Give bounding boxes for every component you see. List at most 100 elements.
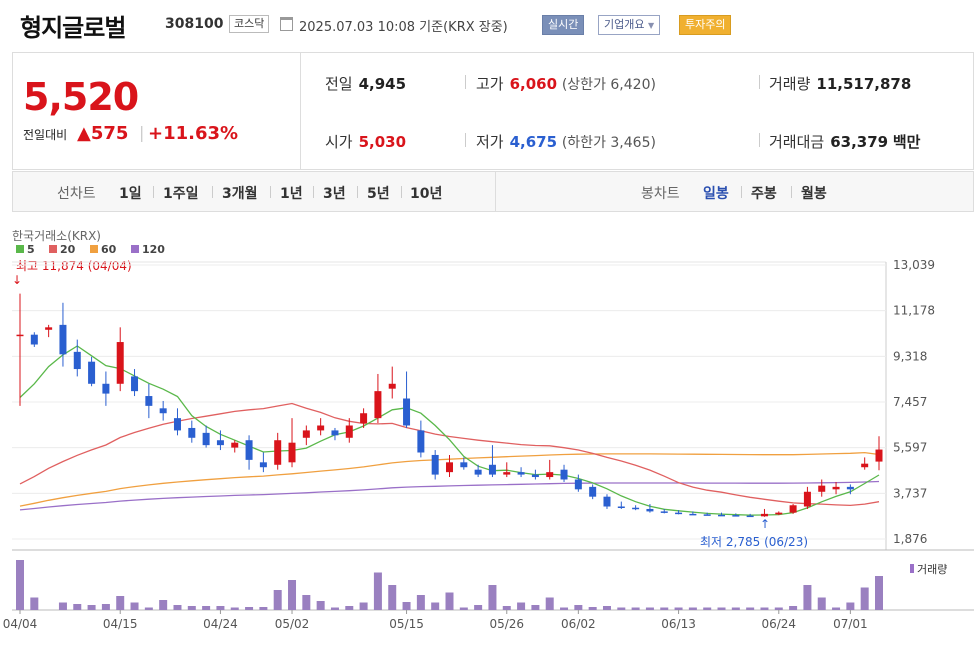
date-axis: 04/04 04/15 04/24 05/02 05/15 05/26 06/02 06/13… xyxy=(3,610,868,631)
candle-body xyxy=(188,427,196,438)
company-overview-dropdown[interactable]: 기업개요 ▼ xyxy=(598,15,661,35)
candle-chart-label: 봉차트 xyxy=(641,186,680,202)
ma20-line xyxy=(19,402,880,507)
price-tick: 9,318 xyxy=(893,349,927,363)
period-weekly[interactable]: 주봉 xyxy=(751,186,777,202)
high-annotation: 최고 11,874 (04/04) xyxy=(16,259,132,273)
volume-bar xyxy=(402,602,411,610)
candle-body xyxy=(660,511,668,513)
realtime-button[interactable]: 실시간 xyxy=(542,15,585,35)
change-percent: +11.63% xyxy=(148,123,239,144)
candle-body xyxy=(73,351,81,370)
volume-bar xyxy=(187,606,196,610)
volume-bar xyxy=(373,572,382,610)
stat-value: 4,945 xyxy=(358,75,407,93)
date-tick: 04/04 xyxy=(3,617,38,631)
candle-body xyxy=(861,463,869,468)
candle-body xyxy=(718,514,726,517)
candle-body xyxy=(245,440,253,460)
market-tag: 코스닥 xyxy=(229,15,270,33)
period-5y[interactable]: 5년 xyxy=(367,186,390,202)
date-tick: 06/13 xyxy=(661,617,696,631)
upper-limit: (상한가 6,420) xyxy=(561,77,656,93)
volume-bar xyxy=(688,607,697,610)
candle-body xyxy=(30,334,38,345)
candle-body xyxy=(374,391,382,419)
candle-body xyxy=(503,472,511,475)
stats-panel: 전일 4,945 시가 5,030 고가 6,060 (상한가 6,420) 저가 4,… xyxy=(300,52,974,170)
candle-body xyxy=(317,425,325,431)
stat-value: 5,030 xyxy=(358,133,407,151)
stat-value: 11,517,878 xyxy=(816,75,912,93)
period-1w[interactable]: 1주일 xyxy=(163,186,199,202)
change-divider: | xyxy=(139,123,145,142)
divider xyxy=(465,75,466,89)
candle-body xyxy=(345,425,353,438)
volume-bar xyxy=(517,602,526,610)
candle-body xyxy=(460,462,468,468)
volume-bar xyxy=(216,606,225,610)
legend-label: 20 xyxy=(60,243,76,256)
candle-body xyxy=(818,485,826,492)
volume-bar xyxy=(173,605,182,610)
candle-body xyxy=(574,479,582,490)
candle-body xyxy=(732,515,740,517)
change-label: 전일대비 xyxy=(23,128,68,142)
volume-bar xyxy=(588,607,597,610)
period-3m[interactable]: 3개월 xyxy=(222,186,258,202)
price-tick: 1,876 xyxy=(893,532,927,546)
candle-body xyxy=(560,469,568,480)
volume-bar xyxy=(101,604,110,610)
line-chart-label: 선차트 xyxy=(57,186,96,202)
date-tick: 05/26 xyxy=(489,617,524,631)
volume-bar xyxy=(846,602,855,610)
volume-bar xyxy=(602,606,611,610)
stock-name: 형지글로벌 xyxy=(20,14,126,42)
volume-bar xyxy=(230,607,239,610)
divider xyxy=(759,133,760,147)
candle-body xyxy=(403,398,411,426)
investment-warning-badge[interactable]: 투자주의 xyxy=(679,15,732,35)
volume-bar xyxy=(574,605,583,610)
volume-bar xyxy=(674,607,683,610)
candle-body xyxy=(16,334,24,337)
candle-body xyxy=(131,376,139,392)
volume-bar xyxy=(789,606,798,610)
candle-body xyxy=(746,515,754,518)
candle-body xyxy=(775,512,783,515)
divider xyxy=(212,186,213,198)
stat-label: 고가 xyxy=(476,75,504,93)
price-chart[interactable]: 한국거래소(KRX) 5 20 60 120 최고 11,874 (04/04) ↓ … xyxy=(0,212,974,654)
period-selector: 선차트 1일 1주일 3개월 1년 3년 5년 10년 봉차트 일봉 주봉 월봉 xyxy=(12,171,974,212)
period-monthly[interactable]: 월봉 xyxy=(801,186,827,202)
stat-label: 거래량 xyxy=(769,75,811,93)
volume-bar xyxy=(531,605,540,610)
divider xyxy=(270,186,271,198)
volume-legend-swatch xyxy=(910,564,914,573)
period-daily[interactable]: 일봉 xyxy=(703,186,729,202)
volume-bar xyxy=(259,607,268,610)
legend-label: 120 xyxy=(142,243,165,256)
period-1y[interactable]: 1년 xyxy=(280,186,303,202)
timestamp-basis: 기준(KRX 장중) xyxy=(419,20,508,35)
chart-source: 한국거래소(KRX) xyxy=(12,229,101,243)
stat-low: 저가 4,675 (하한가 3,465) xyxy=(476,131,656,152)
price-tick: 3,737 xyxy=(893,486,927,500)
price-tick: 7,457 xyxy=(893,395,927,409)
period-3y[interactable]: 3년 xyxy=(323,186,346,202)
stat-prev-close: 전일 4,945 xyxy=(325,73,406,94)
candle-body xyxy=(360,413,368,424)
volume-label: 거래량 xyxy=(917,563,947,576)
lower-limit: (하한가 3,465) xyxy=(561,135,656,151)
period-10y[interactable]: 10년 xyxy=(410,186,443,202)
stat-value: 63,379 xyxy=(830,133,889,151)
candle-body xyxy=(417,430,425,453)
price-panel: 5,520 전일대비 ▲575 | +11.63% xyxy=(12,52,300,170)
volume-bar xyxy=(631,607,640,610)
period-1d[interactable]: 1일 xyxy=(119,186,142,202)
volume-bar xyxy=(416,595,425,610)
date-tick: 04/15 xyxy=(103,617,138,631)
grid xyxy=(12,264,886,540)
title-bar: 형지글로벌 308100 코스닥 2025.07.03 10:08 기준(KRX… xyxy=(0,0,974,52)
candle-body xyxy=(646,508,654,512)
